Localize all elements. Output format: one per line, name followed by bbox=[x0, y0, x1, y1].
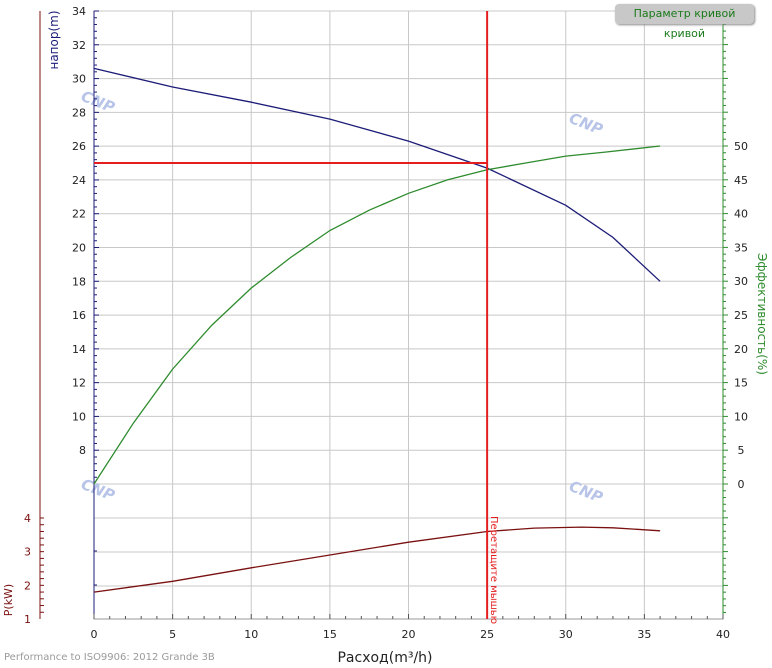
head-tick-label: 18 bbox=[72, 275, 86, 288]
x-tick-label: 10 bbox=[244, 628, 258, 641]
footer-standard-note: Performance to ISO9906: 2012 Grande 3B bbox=[4, 652, 215, 663]
x-tick-label: 35 bbox=[637, 628, 651, 641]
power-tick-label: 3 bbox=[24, 546, 31, 559]
x-axis-label: Расход(m³/h) bbox=[337, 650, 432, 666]
drag-hint-label: Перетащите мышью bbox=[488, 516, 499, 624]
head-tick-label: 26 bbox=[72, 140, 86, 153]
power-tick-label: 2 bbox=[24, 579, 31, 592]
head-tick-label: 32 bbox=[72, 39, 86, 52]
power-tick-label: 4 bbox=[24, 512, 31, 525]
head-tick-label: 28 bbox=[72, 106, 86, 119]
head-tick-label: 30 bbox=[72, 73, 86, 86]
efficiency-axis-label: Эффективность(%) bbox=[755, 253, 769, 375]
head-tick-label: 22 bbox=[72, 208, 86, 221]
head-tick-label: 24 bbox=[72, 174, 86, 187]
efficiency-tick-label: 35 bbox=[734, 241, 748, 254]
efficiency-tick-label: 25 bbox=[734, 309, 748, 322]
head-tick-label: 14 bbox=[72, 343, 86, 356]
x-tick-label: 20 bbox=[402, 628, 416, 641]
efficiency-tick-label: 50 bbox=[734, 140, 748, 153]
efficiency-tick-label: 15 bbox=[734, 377, 748, 390]
efficiency-tick-label: 0 bbox=[738, 478, 745, 491]
efficiency-tick-label: 5 bbox=[738, 444, 745, 457]
head-tick-label: 10 bbox=[72, 410, 86, 423]
efficiency-tick-label: 40 bbox=[734, 208, 748, 221]
x-tick-label: 30 bbox=[559, 628, 573, 641]
efficiency-tick-label: 45 bbox=[734, 174, 748, 187]
x-tick-label: 5 bbox=[169, 628, 176, 641]
x-tick-label: 15 bbox=[323, 628, 337, 641]
x-tick-label: 0 bbox=[91, 628, 98, 641]
head-tick-label: 12 bbox=[72, 377, 86, 390]
efficiency-curve bbox=[93, 145, 661, 485]
efficiency-tick-label: 20 bbox=[734, 343, 748, 356]
efficiency-tick-label: 10 bbox=[734, 410, 748, 423]
head-tick-label: 20 bbox=[72, 242, 86, 255]
head-axis-label: напор(m) bbox=[47, 10, 61, 69]
x-tick-label: 25 bbox=[480, 628, 494, 641]
x-tick-label: 40 bbox=[716, 628, 730, 641]
power-tick-label: 1 bbox=[24, 613, 31, 626]
head-tick-label: 16 bbox=[72, 309, 86, 322]
curve-parameters-button[interactable]: Параметр кривой кривой bbox=[615, 4, 754, 40]
head-tick-label: 34 bbox=[72, 5, 86, 18]
head-curve bbox=[93, 67, 661, 282]
power-curve bbox=[93, 526, 661, 593]
power-axis-label: P(kW) bbox=[2, 584, 15, 616]
efficiency-tick-label: 30 bbox=[734, 275, 748, 288]
head-tick-label: 8 bbox=[79, 444, 86, 457]
